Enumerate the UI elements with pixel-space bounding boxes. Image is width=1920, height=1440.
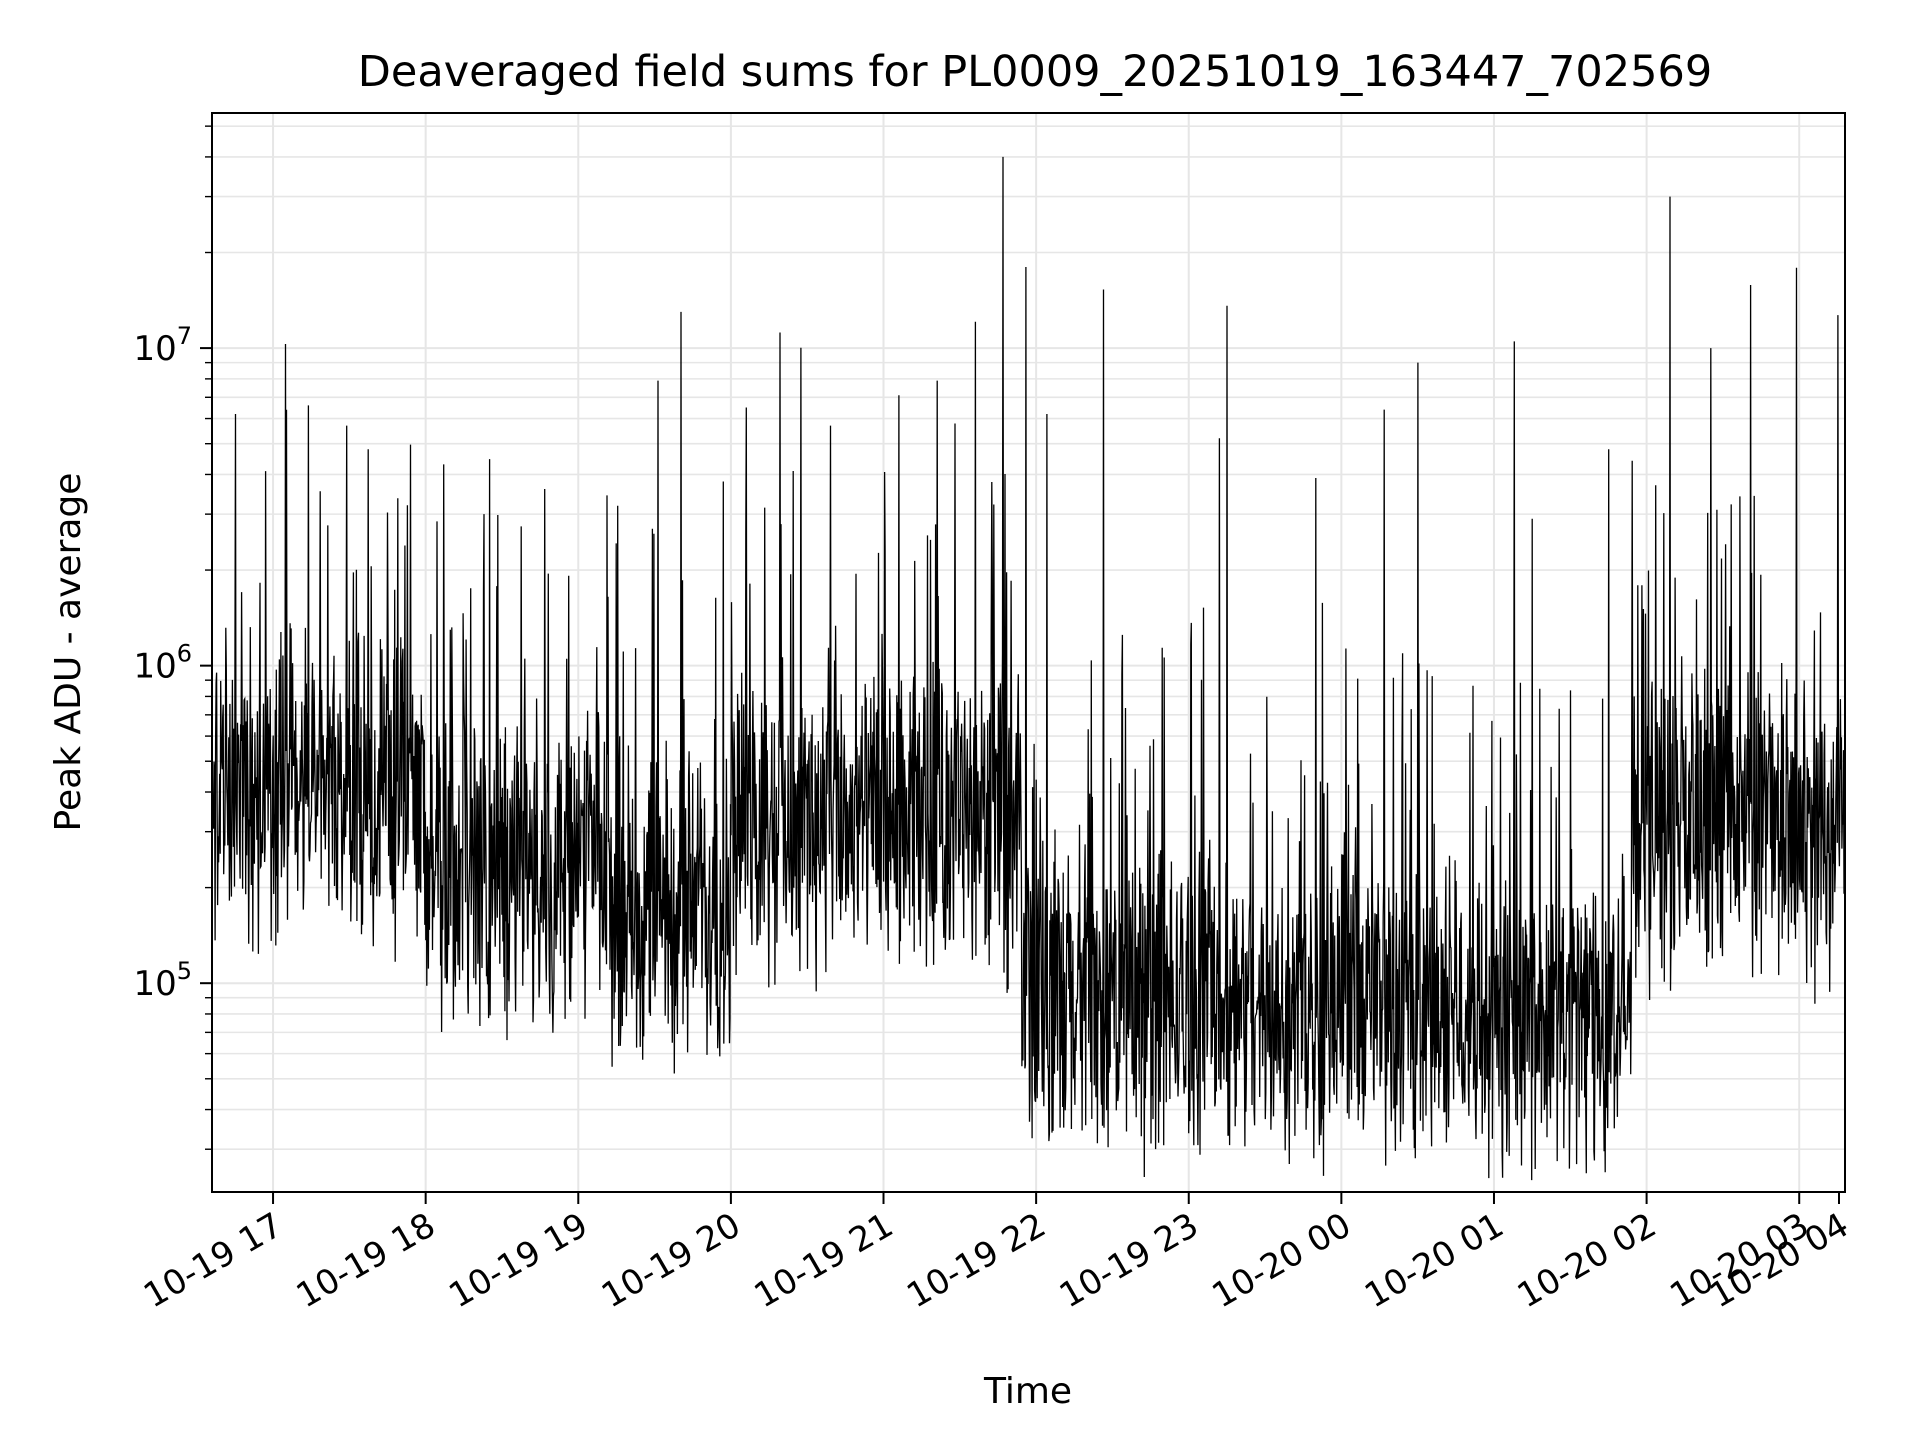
y-tick-label: 106 [133,640,192,687]
axes-frame [211,112,1846,1193]
chart-title: Deaveraged field sums for PL0009_2025101… [358,47,1712,97]
x-axis-label: Time [983,1371,1072,1412]
y-tick-label: 105 [133,957,192,1004]
y-axis-label: Peak ADU - average [48,473,89,832]
y-axis: 105 106 107 [133,125,212,1150]
plot-area [212,156,1845,1181]
series-line-field-sums [212,156,1845,1181]
y-tick-label: 107 [133,322,192,369]
